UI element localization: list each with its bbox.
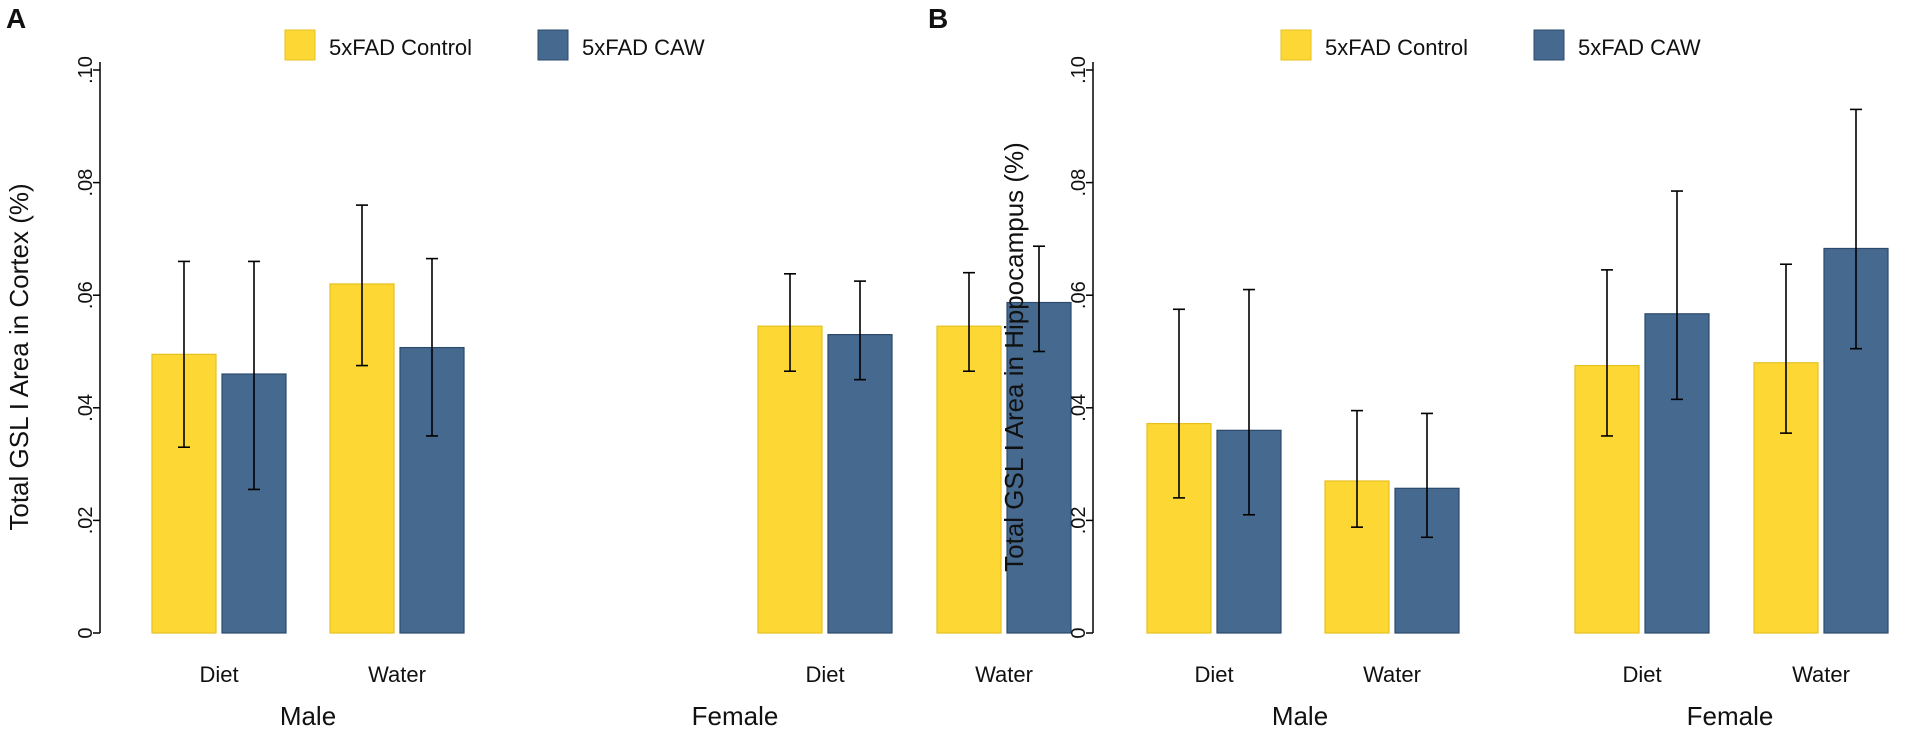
- legend-label-caw: 5xFAD CAW: [1578, 35, 1701, 60]
- y-ticks: 0 .02 .04 .06 .08 .10: [75, 56, 100, 639]
- group-label-female: Female: [692, 701, 779, 731]
- group-label-male: Male: [1272, 701, 1328, 731]
- group-label-female: Female: [1687, 701, 1774, 731]
- panel-letter: A: [6, 3, 26, 34]
- legend-label-control: 5xFAD Control: [329, 35, 472, 60]
- legend-swatch-control: [1280, 29, 1312, 61]
- y-tick-label: 0: [75, 627, 97, 638]
- panel-b: B 5xFAD Control 5xFAD CAW Total GSL I Ar…: [928, 3, 1889, 731]
- y-tick-label: .06: [75, 281, 97, 309]
- y-tick-label: .10: [75, 56, 97, 84]
- y-tick-label: .06: [1068, 281, 1090, 309]
- error-bars: [1173, 108, 1862, 539]
- bars: [151, 283, 1072, 634]
- y-ticks: 0 .02 .04 .06 .08 .10: [1068, 56, 1093, 639]
- bars: [1146, 247, 1889, 634]
- category-label: Diet: [805, 662, 844, 687]
- legend-swatch-caw: [1533, 29, 1565, 61]
- legend-label-caw: 5xFAD CAW: [582, 35, 705, 60]
- legend: 5xFAD Control 5xFAD CAW: [1280, 29, 1701, 61]
- group-label-male: Male: [280, 701, 336, 731]
- y-tick-label: .08: [75, 169, 97, 197]
- panel-letter: B: [928, 3, 948, 34]
- bar-caw: [827, 334, 893, 634]
- y-tick-label: .02: [1068, 506, 1090, 534]
- legend-label-control: 5xFAD Control: [1325, 35, 1468, 60]
- category-label: Diet: [199, 662, 238, 687]
- category-label: Water: [368, 662, 426, 687]
- panel-a: A 5xFAD Control 5xFAD CAW Total GSL I Ar…: [4, 3, 1072, 731]
- category-label: Water: [1792, 662, 1850, 687]
- bar-control: [757, 325, 823, 634]
- y-tick-label: 0: [1068, 627, 1090, 638]
- error-bars: [178, 204, 1045, 491]
- bar-control: [936, 325, 1002, 634]
- y-tick-label: .04: [75, 394, 97, 422]
- y-tick-label: .04: [1068, 394, 1090, 422]
- y-tick-label: .08: [1068, 169, 1090, 197]
- legend-swatch-caw: [537, 29, 569, 61]
- legend-swatch-control: [284, 29, 316, 61]
- legend: 5xFAD Control 5xFAD CAW: [284, 29, 705, 61]
- y-axis-label: Total GSL I Area in Cortex (%): [4, 183, 34, 530]
- y-axis-label: Total GSL I Area in Hippocampus (%): [999, 142, 1029, 572]
- category-label: Water: [975, 662, 1033, 687]
- y-tick-label: .02: [75, 506, 97, 534]
- category-label: Diet: [1622, 662, 1661, 687]
- category-labels: Diet Water Diet Water: [199, 662, 1032, 687]
- y-tick-label: .10: [1068, 56, 1090, 84]
- bar-caw: [1006, 301, 1072, 634]
- category-label: Water: [1363, 662, 1421, 687]
- category-labels: Diet Water Diet Water: [1194, 662, 1849, 687]
- category-label: Diet: [1194, 662, 1233, 687]
